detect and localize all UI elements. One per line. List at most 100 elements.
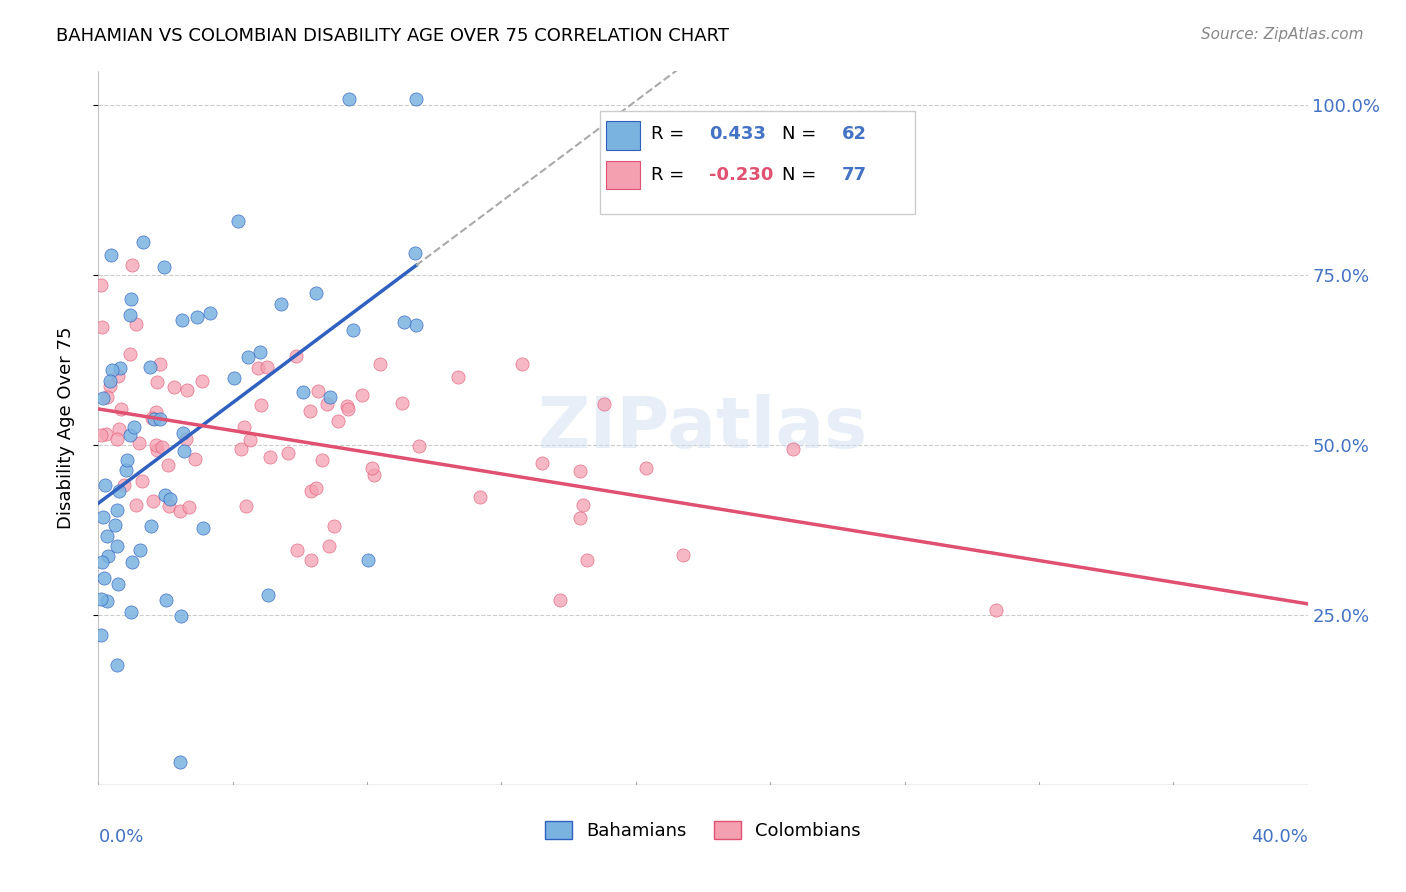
Point [671, 548, 693, 562]
Point [163, 380, 186, 394]
Point [170, 609, 193, 624]
Point [235, 500, 257, 514]
Point [299, 404, 322, 418]
Text: Source: ZipAtlas.com: Source: ZipAtlas.com [1201, 27, 1364, 42]
Point [408, 439, 430, 453]
Point [323, 519, 346, 533]
Point [350, 388, 373, 402]
Point [198, 306, 221, 320]
Point [191, 521, 214, 535]
Point [91, 509, 114, 524]
Point [131, 474, 153, 488]
Text: R =: R = [651, 125, 690, 143]
Point [239, 434, 262, 448]
Point [112, 478, 135, 492]
Point [149, 412, 172, 426]
Point [169, 756, 191, 770]
Point [156, 458, 179, 472]
Point [121, 555, 143, 569]
Point [259, 450, 281, 464]
Point [107, 368, 129, 383]
Point [575, 552, 598, 566]
Point [159, 492, 181, 507]
Legend: Bahamians, Colombians: Bahamians, Colombians [537, 814, 869, 847]
Text: N =: N = [782, 166, 821, 184]
Point [232, 420, 254, 434]
Point [157, 500, 180, 514]
Point [249, 344, 271, 359]
Point [405, 318, 427, 333]
Point [98, 375, 121, 389]
Point [104, 517, 127, 532]
Point [118, 428, 141, 442]
Point [105, 503, 128, 517]
Point [174, 433, 197, 447]
Point [226, 214, 249, 228]
Point [363, 467, 385, 482]
Point [145, 405, 167, 419]
Point [287, 543, 309, 558]
Point [108, 422, 131, 436]
Text: BAHAMIAN VS COLOMBIAN DISABILITY AGE OVER 75 CORRELATION CHART: BAHAMIAN VS COLOMBIAN DISABILITY AGE OVE… [56, 27, 730, 45]
Point [326, 414, 349, 428]
Point [186, 310, 208, 324]
Point [142, 412, 165, 426]
Point [391, 396, 413, 410]
Point [342, 322, 364, 336]
Point [110, 401, 132, 416]
Point [357, 553, 380, 567]
Point [115, 452, 138, 467]
Point [169, 504, 191, 518]
Point [108, 360, 131, 375]
Point [128, 436, 150, 450]
Point [405, 91, 427, 105]
Point [122, 420, 145, 434]
Point [145, 438, 167, 452]
Point [270, 297, 292, 311]
Point [96, 529, 118, 543]
Text: 77: 77 [842, 166, 868, 184]
Point [510, 357, 533, 371]
Point [531, 456, 554, 470]
Point [173, 444, 195, 458]
Point [96, 594, 118, 608]
Point [172, 425, 194, 440]
Text: R =: R = [651, 166, 690, 184]
Point [247, 361, 270, 376]
FancyBboxPatch shape [600, 111, 915, 214]
Point [634, 460, 657, 475]
Point [782, 442, 804, 456]
Point [90, 555, 112, 569]
Point [107, 483, 129, 498]
Point [118, 347, 141, 361]
Point [121, 258, 143, 272]
Point [315, 397, 337, 411]
Point [337, 91, 360, 105]
Point [97, 549, 120, 564]
Point [307, 384, 329, 398]
Point [299, 553, 322, 567]
Point [299, 483, 322, 498]
Point [238, 350, 260, 364]
Point [90, 628, 112, 642]
Text: ZIPatlas: ZIPatlas [538, 393, 868, 463]
Point [305, 482, 328, 496]
Point [256, 588, 278, 602]
Point [141, 411, 163, 425]
Point [392, 316, 415, 330]
Point [98, 379, 121, 393]
Point [105, 539, 128, 553]
Text: 0.0%: 0.0% [98, 828, 143, 846]
Point [146, 376, 169, 390]
Point [571, 498, 593, 512]
Point [125, 499, 148, 513]
Point [291, 384, 314, 399]
Text: 62: 62 [842, 125, 868, 143]
Point [138, 360, 160, 375]
Point [139, 518, 162, 533]
Text: 0.433: 0.433 [709, 125, 766, 143]
Point [305, 285, 328, 300]
Point [361, 461, 384, 475]
Y-axis label: Disability Age Over 75: Disability Age Over 75 [56, 326, 75, 530]
Point [128, 543, 150, 558]
